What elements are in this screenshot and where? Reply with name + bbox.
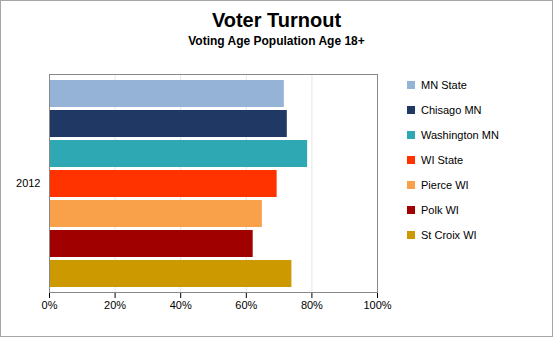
html-text:Voting Age Population Age 18+: Voting Age Population Age 18+ bbox=[188, 34, 365, 48]
html-text:Pierce WI: Pierce WI bbox=[421, 178, 469, 191]
html-text:Chisago MN: Chisago MN bbox=[421, 103, 482, 116]
svg-text:0%: 0% bbox=[42, 299, 58, 311]
svg-text:80%: 80% bbox=[301, 299, 323, 311]
html-text:WI State: WI State bbox=[421, 153, 464, 166]
svg-text:20%: 20% bbox=[104, 299, 126, 311]
html-text:Washington MN: Washington MN bbox=[421, 128, 499, 141]
svg-text:100%: 100% bbox=[363, 299, 391, 311]
svg-text:40%: 40% bbox=[170, 299, 192, 311]
svg-text:60%: 60% bbox=[235, 299, 257, 311]
html-text:Voter Turnout: Voter Turnout bbox=[211, 9, 342, 31]
svg-text:2012: 2012 bbox=[16, 177, 40, 189]
html-text:St Croix WI: St Croix WI bbox=[421, 228, 477, 241]
html-text:Polk WI: Polk WI bbox=[421, 203, 459, 216]
html-text:MN State: MN State bbox=[421, 78, 467, 91]
